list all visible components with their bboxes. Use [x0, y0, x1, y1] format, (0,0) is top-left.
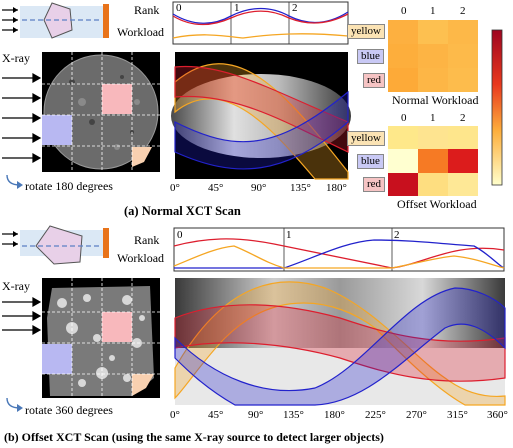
- rank-tick-a-2: 2: [292, 2, 298, 14]
- xray-arrows-a: [2, 72, 42, 164]
- heatmap-cell: [418, 172, 448, 196]
- heatmap-cell: [448, 149, 478, 173]
- heatmap-cell: [448, 126, 478, 150]
- angle-tick-b-8: 360°: [487, 409, 508, 421]
- heatmap-offset-row-red: red: [363, 177, 386, 192]
- heatmap-normal-col-1: 1: [430, 5, 436, 17]
- heatmap-offset-title: Offset Workload: [397, 197, 477, 211]
- heatmap-colorbar: [491, 29, 503, 186]
- heatmap-cell: [418, 126, 448, 150]
- heatmap-cell: [388, 172, 418, 196]
- heatmap-cell: [448, 68, 478, 92]
- heatmap-cell: [448, 172, 478, 196]
- rotate-label-a: rotate 180 degrees: [25, 179, 113, 193]
- rotate-arrow-icon-b: [6, 397, 23, 412]
- angle-tick-a-4: 180°: [326, 182, 347, 194]
- rank-tick-b-2: 2: [394, 229, 400, 241]
- angle-tick-a-0: 0°: [170, 182, 180, 194]
- angle-tick-b-3: 135°: [283, 409, 304, 421]
- heatmap-offset-row-yellow: yellow: [347, 131, 385, 146]
- scan-geometry-schematic-a: [2, 2, 109, 39]
- heatmap-normal-col-0: 0: [401, 5, 407, 17]
- sinogram-image-a: [171, 52, 351, 180]
- rank-tick-b-1: 1: [286, 229, 292, 241]
- angle-tick-b-0: 0°: [170, 409, 180, 421]
- xray-label-a: X-ray: [2, 51, 30, 65]
- heatmap-normal-row-yellow: yellow: [347, 24, 385, 39]
- heatmap-cell: [448, 20, 478, 44]
- heatmap-cell: [418, 20, 448, 44]
- rank-label-a: Rank: [134, 3, 160, 17]
- heatmap-offset-col-1: 1: [430, 112, 436, 124]
- heatmap-cell: [448, 44, 478, 68]
- heatmap-cell: [388, 68, 418, 92]
- heatmap-cell: [418, 44, 448, 68]
- angle-tick-a-3: 135°: [290, 182, 311, 194]
- rank-label-b: Rank: [134, 233, 160, 247]
- heatmap-cell: [388, 126, 418, 150]
- heatmap-cell: [388, 44, 418, 68]
- heatmap-normal-col-2: 2: [460, 5, 466, 17]
- heatmap-cell: [418, 68, 448, 92]
- heatmap-normal-row-red: red: [363, 73, 386, 88]
- heatmap-normal-row-blue: blue: [357, 49, 384, 64]
- angle-tick-b-1: 45°: [208, 409, 224, 421]
- heatmap-cell: [418, 149, 448, 173]
- heatmap-offset-row-blue: blue: [357, 154, 384, 169]
- ct-slice-image-a: [42, 52, 160, 172]
- angle-tick-b-6: 270°: [406, 409, 427, 421]
- rotate-label-b: rotate 360 degrees: [25, 403, 113, 417]
- scan-geometry-schematic-b: [2, 225, 109, 265]
- rank-workload-chart-a: [172, 1, 349, 45]
- caption-b: (b) Offset XCT Scan (using the same X-ra…: [4, 430, 384, 444]
- sinogram-image-b: [174, 278, 506, 406]
- rank-tick-b-0: 0: [177, 229, 183, 241]
- heatmap-offset-col-0: 0: [401, 112, 407, 124]
- heatmap-offset-grid: [388, 126, 478, 196]
- rotate-arrow-icon-a: [6, 174, 23, 189]
- ct-slice-image-b: [42, 278, 160, 398]
- workload-label-a: Workload: [117, 25, 165, 39]
- heatmap-cell: [388, 20, 418, 44]
- angle-tick-b-2: 90°: [248, 409, 264, 421]
- rank-tick-a-1: 1: [234, 2, 240, 14]
- heatmap-normal-grid: [388, 20, 478, 92]
- heatmap-cell: [388, 149, 418, 173]
- angle-tick-b-7: 315°: [447, 409, 468, 421]
- workload-label-b: Workload: [117, 251, 165, 265]
- rank-tick-a-0: 0: [176, 2, 182, 14]
- angle-tick-a-1: 45°: [208, 182, 224, 194]
- angle-tick-a-2: 90°: [251, 182, 267, 194]
- xray-arrows-b: [2, 296, 42, 336]
- angle-tick-b-5: 225°: [365, 409, 386, 421]
- heatmap-offset-col-2: 2: [460, 112, 466, 124]
- angle-tick-b-4: 180°: [324, 409, 345, 421]
- rank-workload-chart-b: [173, 227, 505, 272]
- heatmap-normal-title: Normal Workload: [392, 93, 479, 107]
- xray-label-b: X-ray: [2, 279, 30, 293]
- caption-a: (a) Normal XCT Scan: [124, 204, 241, 218]
